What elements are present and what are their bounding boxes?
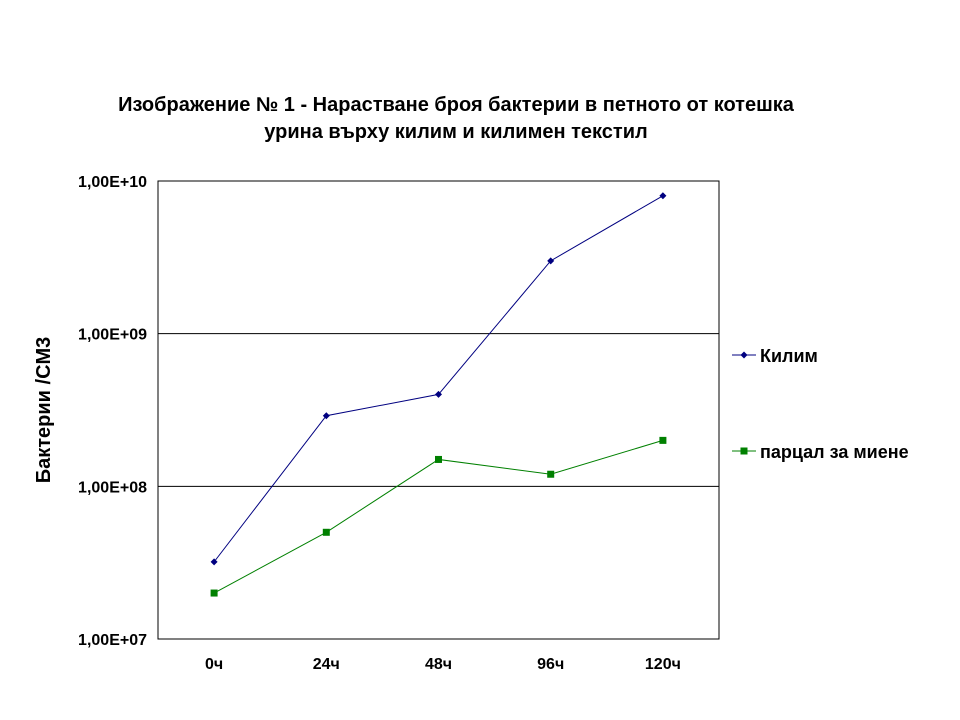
y-tick-label: 1,00E+09 <box>78 327 147 344</box>
x-tick-label: 48ч <box>425 656 452 673</box>
chart-title: Изображение № 1 - Нарастване броя бактер… <box>118 94 795 143</box>
series-line-1 <box>213 195 664 563</box>
legend-entry-label: Килим <box>760 346 818 366</box>
data-point <box>435 390 442 398</box>
series-line-2 <box>213 439 664 594</box>
legend-marker <box>740 447 748 455</box>
data-point <box>435 455 442 463</box>
y-tick-label: 1,00E+07 <box>78 632 147 649</box>
data-point <box>659 192 667 200</box>
data-point <box>659 436 667 444</box>
plot-area <box>157 180 720 640</box>
y-axis-ticks: 1,00E+07 1,00E+08 1,00E+09 1,00E+10 <box>78 174 147 649</box>
x-axis-ticks: 0ч 24ч 48ч 96ч 120ч <box>205 656 681 673</box>
x-tick-label: 120ч <box>645 656 681 673</box>
y-axis-label: Бактерии /CM3 <box>33 337 55 484</box>
data-point <box>322 412 330 420</box>
data-point <box>322 528 330 536</box>
x-tick-label: 24ч <box>313 656 340 673</box>
data-point <box>547 470 555 478</box>
data-point <box>210 589 218 597</box>
grid-lines <box>158 333 719 487</box>
chart-title-line-1: Изображение № 1 - Нарастване броя бактер… <box>118 94 795 116</box>
legend-entry-label: парцал за миене <box>760 442 909 462</box>
legend-marker <box>740 351 748 359</box>
series-layer <box>210 192 667 597</box>
chart-title-line-2: урина върху килим и килимен текстил <box>264 121 647 143</box>
x-tick-label: 0ч <box>205 656 223 673</box>
x-tick-label: 96ч <box>537 656 564 673</box>
y-tick-label: 1,00E+08 <box>78 479 147 496</box>
legend: Килим парцал за миене <box>732 346 909 462</box>
data-point <box>210 558 218 566</box>
y-tick-label: 1,00E+10 <box>78 174 147 191</box>
data-point <box>547 257 555 265</box>
